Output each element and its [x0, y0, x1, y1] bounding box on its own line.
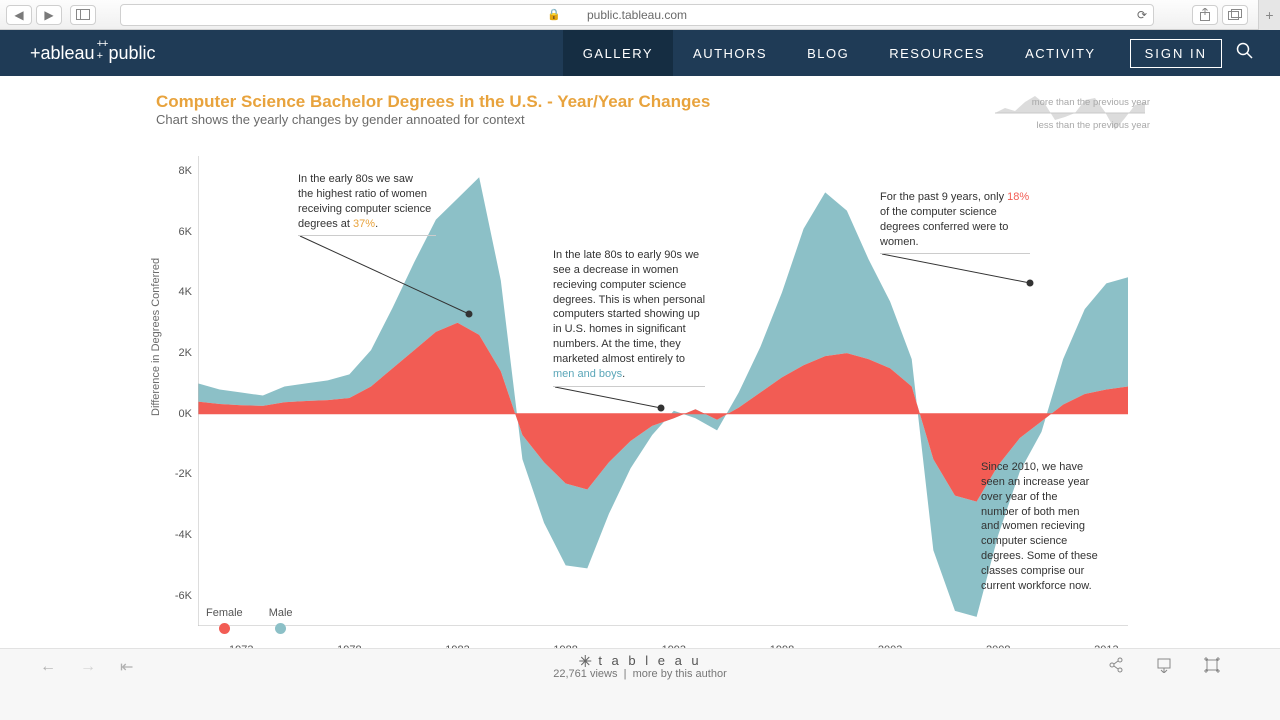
browser-toolbar: ◀ ▶ 🔒 public.tableau.com ⟳ +: [0, 0, 1280, 30]
site-nav: +ableau+ ++public GALLERYAUTHORSBLOGRESO…: [0, 30, 1280, 76]
legend-entry: Female: [206, 607, 243, 634]
mini-legend: more than the previous year less than th…: [990, 90, 1150, 141]
url-text: public.tableau.com: [587, 8, 687, 22]
nav-item-resources[interactable]: RESOURCES: [869, 30, 1005, 76]
logo[interactable]: +ableau+ ++public: [30, 41, 156, 65]
search-icon[interactable]: [1236, 42, 1254, 65]
y-tick: 8K: [170, 165, 192, 177]
sign-in-button[interactable]: SIGN IN: [1130, 39, 1222, 68]
share-icon[interactable]: [1108, 657, 1124, 677]
sidebar-button[interactable]: [70, 5, 96, 25]
tableau-mark: t a b l e a u: [553, 653, 726, 668]
viz-subtitle: Chart shows the yearly changes by gender…: [156, 112, 525, 127]
reload-icon[interactable]: ⟳: [1137, 8, 1147, 22]
address-bar[interactable]: 🔒 public.tableau.com ⟳: [120, 4, 1154, 26]
annotation: In the late 80s to early 90s wesee a dec…: [553, 248, 705, 387]
lock-icon: 🔒: [547, 8, 561, 21]
y-tick: 0K: [170, 408, 192, 420]
legend-swatch: [275, 623, 286, 634]
y-axis-label: Difference in Degrees Conferred: [150, 258, 162, 416]
new-tab-button[interactable]: +: [1258, 0, 1280, 30]
nav-item-authors[interactable]: AUTHORS: [673, 30, 787, 76]
annotation: In the early 80s we sawthe highest ratio…: [298, 172, 436, 236]
download-icon[interactable]: [1156, 657, 1172, 677]
y-tick: -4K: [170, 529, 192, 541]
mini-legend-less: less than the previous year: [1036, 120, 1150, 131]
legend-entry: Male: [269, 607, 293, 634]
legend: Female Male: [206, 607, 293, 634]
viz-footer: ← → ⇤ t a b l e a u 22,761 views | more …: [0, 648, 1280, 684]
y-tick: -6K: [170, 590, 192, 602]
nav-item-gallery[interactable]: GALLERY: [563, 30, 673, 76]
footer-first-icon[interactable]: ⇤: [120, 657, 133, 677]
y-tick: 2K: [170, 347, 192, 359]
nav-item-blog[interactable]: BLOG: [787, 30, 869, 76]
forward-button[interactable]: ▶: [36, 5, 62, 25]
fullscreen-icon[interactable]: [1204, 657, 1220, 677]
tabs-button[interactable]: [1222, 5, 1248, 25]
viz-container: Computer Science Bachelor Degrees in the…: [0, 76, 1280, 684]
mini-legend-more: more than the previous year: [1032, 97, 1150, 108]
footer-forward-icon: →: [80, 658, 96, 676]
y-tick: 6K: [170, 226, 192, 238]
y-tick: 4K: [170, 286, 192, 298]
share-button[interactable]: [1192, 5, 1218, 25]
viz-title: Computer Science Bachelor Degrees in the…: [156, 92, 710, 112]
footer-back-icon[interactable]: ←: [40, 658, 56, 676]
nav-item-activity[interactable]: ACTIVITY: [1005, 30, 1116, 76]
annotation: Since 2010, we haveseen an increase year…: [981, 460, 1098, 594]
y-tick: -2K: [170, 468, 192, 480]
back-button[interactable]: ◀: [6, 5, 32, 25]
annotation: For the past 9 years, only 18%of the com…: [880, 190, 1030, 254]
legend-swatch: [219, 623, 230, 634]
